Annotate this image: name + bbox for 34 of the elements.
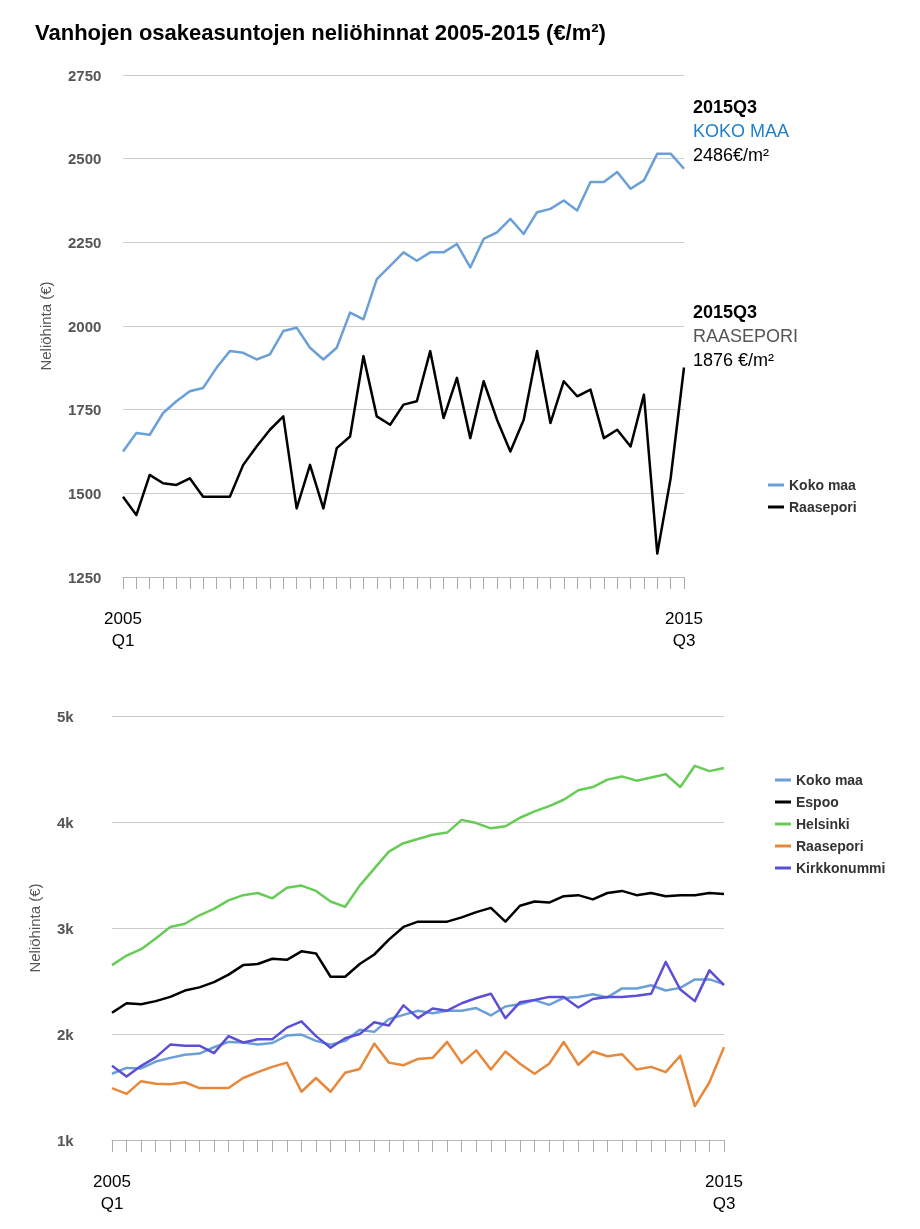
y-tick-label: 2250: [68, 233, 102, 251]
line-series: [110, 1040, 726, 1108]
legend-label: Raasepori: [789, 499, 857, 515]
y-tick-label: 4k: [57, 813, 75, 831]
y-axis-title: Neliöhinta (€): [37, 281, 54, 371]
y-tick-label: 5k: [57, 707, 75, 725]
legend-label: Helsinki: [796, 816, 850, 832]
text: 2015Q3 KOKO MAA 2486€/m²: [693, 97, 790, 165]
y-tick-label: 3k: [57, 919, 75, 937]
line-series: [121, 349, 686, 555]
text: 2015Q3 RAASEPORI 1876 €/m²: [693, 302, 799, 370]
y-tick-label: 1k: [57, 1131, 75, 1149]
chart-title: Vanhojen osakeasuntojen neliöhinnat 2005-2015 (€/m²): [35, 19, 606, 45]
y-tick-label: 2500: [68, 150, 102, 168]
y-tick-label: 2k: [57, 1025, 75, 1043]
legend-label: Kirkkonummi: [796, 860, 886, 876]
line-series: [110, 960, 726, 1078]
legend-label: Espoo: [796, 794, 839, 810]
legend-label: Koko maa: [796, 772, 864, 788]
line-series: [121, 152, 686, 453]
y-tick-label: 1500: [68, 484, 102, 502]
line-series: [110, 764, 726, 967]
line-series: [110, 889, 726, 1015]
y-axis-title: Neliöhinta (€): [26, 883, 43, 973]
legend-label: Koko maa: [789, 477, 857, 493]
y-tick-label: 2750: [68, 66, 102, 84]
y-tick-label: 2000: [68, 317, 102, 335]
y-tick-label: 1250: [68, 568, 102, 586]
x-tick-label: 2015 Q3: [705, 1171, 743, 1213]
y-tick-label: 1750: [68, 401, 102, 419]
x-tick-label: 2005 Q1: [93, 1171, 131, 1213]
legend-label: Raasepori: [796, 838, 864, 854]
x-tick-label: 2005 Q1: [104, 608, 142, 650]
x-tick-label: 2015 Q3: [665, 608, 703, 650]
